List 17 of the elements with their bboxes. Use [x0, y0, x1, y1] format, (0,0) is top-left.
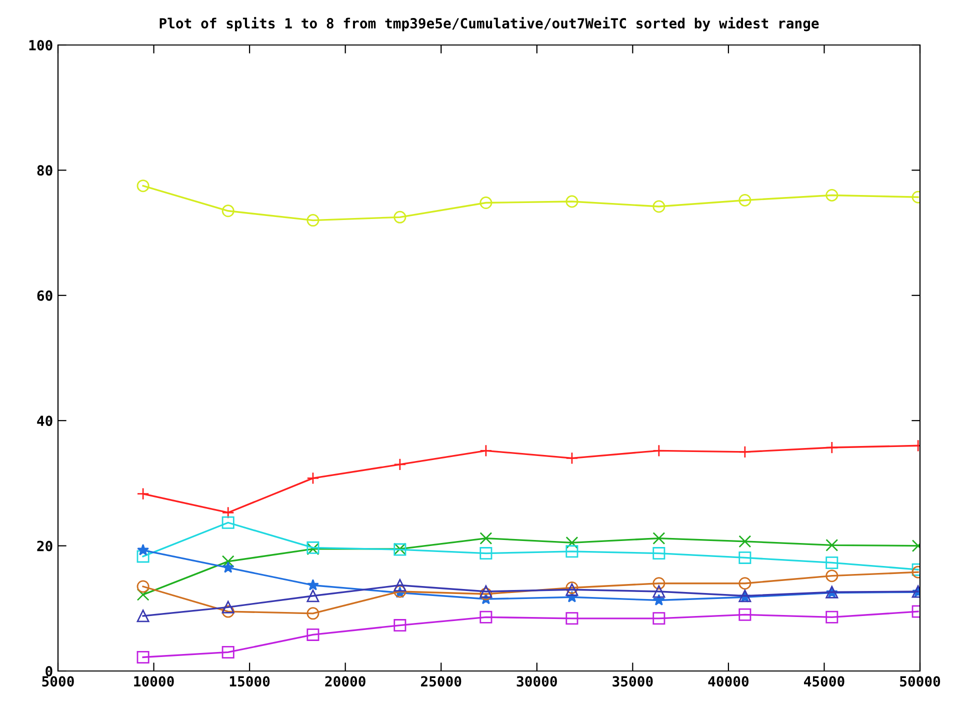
- x-tick-label: 45000: [804, 676, 844, 687]
- y-tick-label: 100: [29, 40, 52, 50]
- y-tick-label: 0: [46, 666, 52, 676]
- x-tick-label: 40000: [708, 676, 749, 687]
- x-tick-label: 30000: [516, 676, 557, 687]
- x-tick-label: 20000: [325, 676, 366, 687]
- x-tick-label: 35000: [612, 676, 653, 687]
- chart-title: Plot of splits 1 to 8 from tmp39e5e/Cumulative/out7WeiTC sorted by widest range: [160, 17, 819, 32]
- y-tick-label: 60: [37, 290, 52, 301]
- x-tick-label: 15000: [230, 676, 270, 687]
- y-tick-label: 40: [37, 416, 52, 426]
- y-tick-label: 20: [37, 540, 52, 552]
- x-tick-label: 25000: [420, 676, 462, 687]
- x-tick-label: 5000: [42, 676, 74, 687]
- y-tick-label: 80: [37, 165, 52, 176]
- x-tick-label: 10000: [134, 676, 174, 687]
- x-tick-label: 50000: [900, 676, 940, 687]
